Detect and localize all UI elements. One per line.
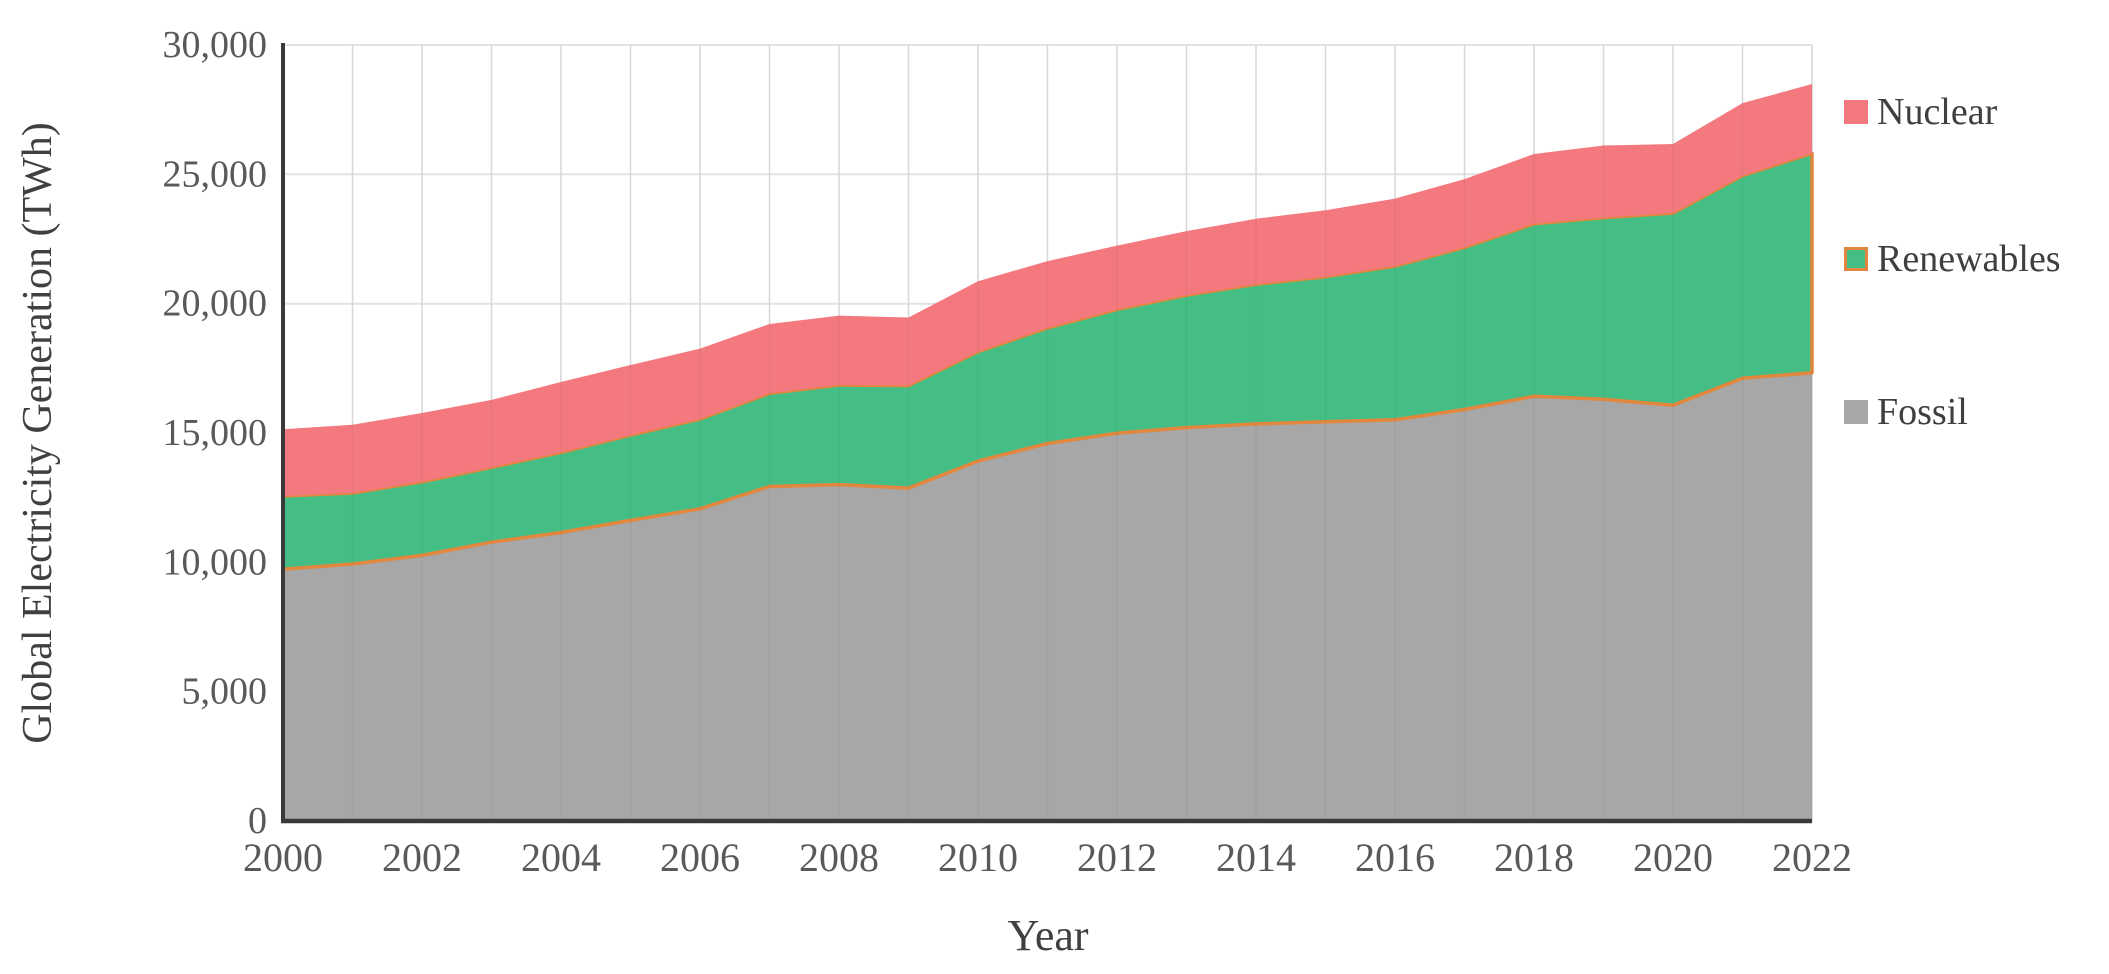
legend-label-renewables: Renewables xyxy=(1877,238,2061,280)
y-tick-label: 0 xyxy=(248,800,267,842)
legend: Nuclear Renewables Fossil xyxy=(1844,0,2109,974)
x-tick-label: 2016 xyxy=(1355,835,1435,880)
x-tick-label: 2008 xyxy=(799,835,879,880)
legend-item-nuclear: Nuclear xyxy=(1844,93,1997,131)
y-tick-label: 15,000 xyxy=(163,412,268,454)
x-tick-label: 2006 xyxy=(660,835,740,880)
x-tick-label: 2014 xyxy=(1216,835,1296,880)
x-axis-title: Year xyxy=(1007,911,1089,960)
y-tick-label: 10,000 xyxy=(163,541,268,583)
x-tick-label: 2002 xyxy=(382,835,462,880)
y-tick-label: 20,000 xyxy=(163,283,268,325)
legend-swatch-renewables xyxy=(1844,247,1868,271)
legend-label-fossil: Fossil xyxy=(1877,391,1968,433)
x-tick-label: 2012 xyxy=(1077,835,1157,880)
x-tick-label: 2004 xyxy=(521,835,601,880)
x-tick-label: 2010 xyxy=(938,835,1018,880)
legend-swatch-nuclear xyxy=(1844,100,1868,124)
legend-item-fossil: Fossil xyxy=(1844,393,1968,431)
x-tick-label: 2020 xyxy=(1633,835,1713,880)
area-fossil xyxy=(283,372,1812,821)
y-axis-title: Global Electricity Generation (TWh) xyxy=(15,122,61,744)
legend-label-nuclear: Nuclear xyxy=(1877,91,1998,133)
legend-swatch-fossil xyxy=(1844,400,1868,424)
legend-item-renewables: Renewables xyxy=(1844,240,2061,278)
x-tick-label: 2000 xyxy=(243,835,323,880)
area-nuclear xyxy=(283,84,1812,496)
y-tick-label: 25,000 xyxy=(163,153,268,195)
x-tick-label: 2022 xyxy=(1772,835,1852,880)
y-tick-label: 5,000 xyxy=(182,671,268,713)
x-tick-label: 2018 xyxy=(1494,835,1574,880)
y-tick-label: 30,000 xyxy=(163,24,268,66)
